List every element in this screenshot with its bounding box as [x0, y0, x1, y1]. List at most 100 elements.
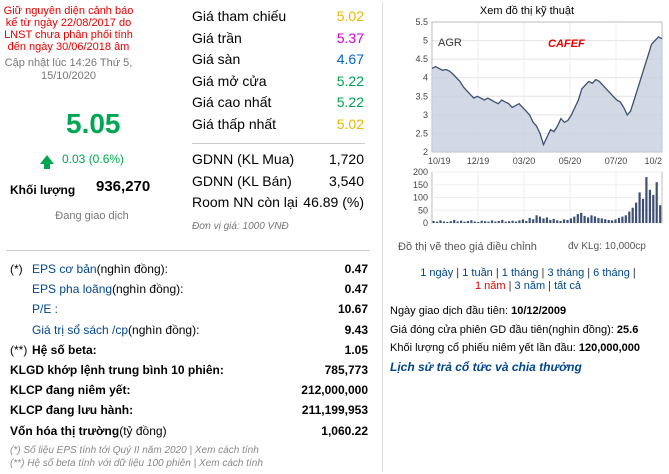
range-option[interactable]: 1 năm — [474, 280, 506, 292]
volume-bar — [446, 222, 449, 223]
fundamental-row: (*) EPS cơ bản (nghìn đồng): 0.47 — [10, 262, 368, 276]
volume-bar — [604, 219, 607, 223]
y-tick-label: 2.5 — [415, 128, 428, 138]
fundamental-value: 9.43 — [344, 322, 368, 337]
price-row: Giá cao nhất 5.22 — [192, 94, 364, 110]
volume-bar — [617, 217, 621, 223]
volume-bar — [501, 219, 504, 223]
price-value: 4.67 — [336, 51, 364, 67]
warning-notice: Giữ nguyên diện cảnh báo kể từ ngày 22/0… — [3, 5, 134, 53]
volume-bar — [518, 220, 521, 223]
fundamental-label: EPS pha loãng — [32, 282, 113, 297]
volume-bar — [463, 221, 466, 223]
footnote-mark: (*) — [10, 262, 23, 276]
price-value: 5.22 — [336, 94, 364, 110]
volume-bar — [456, 221, 459, 223]
range-option[interactable]: tất cả — [554, 280, 582, 292]
fundamental-value: 0.47 — [344, 282, 368, 297]
volume-bar — [453, 219, 456, 223]
footnote-beta[interactable]: (**) Hệ số beta tính với dữ liệu 100 phi… — [10, 458, 263, 469]
price-unit: Đơn vị giá: 1000 VNĐ — [192, 221, 289, 232]
x-tick-label: 10/19 — [428, 156, 451, 166]
volume-bar — [504, 221, 507, 223]
volume-bar — [562, 219, 566, 223]
x-tick-label: 03/20 — [513, 156, 536, 166]
fundamental-row: EPS pha loãng (nghìn đồng): 0.47 — [10, 282, 368, 296]
volume-bar — [528, 217, 531, 223]
volume-bar — [655, 182, 658, 223]
fundamental-row: KLCP đang niêm yết: 212,000,000 — [10, 383, 368, 397]
volume-bar — [466, 221, 469, 223]
volume-bar — [484, 221, 487, 223]
price-label: Giá trần — [192, 29, 242, 46]
price-label: Giá cao nhất — [192, 94, 272, 110]
foreign-value: 3,540 — [328, 172, 364, 189]
info-value: 120,000,000 — [578, 342, 641, 354]
volume-bar — [549, 219, 552, 223]
x-tick-label: 07/20 — [605, 156, 628, 166]
volume-bar — [535, 215, 538, 223]
range-option[interactable]: 6 tháng — [593, 267, 630, 279]
volume-bar — [624, 215, 627, 223]
volume-bar — [645, 177, 648, 223]
fundamental-label: P/E : — [32, 302, 59, 317]
volume-bar — [521, 219, 524, 223]
price-value: 5.02 — [336, 115, 364, 132]
range-option[interactable]: 3 tháng — [547, 267, 585, 279]
y-tick-label: 5.5 — [415, 17, 428, 27]
price-row: Giá trần 5.37 — [192, 30, 364, 46]
volume-bar — [559, 221, 562, 223]
price-label: Giá mở cửa — [192, 72, 267, 89]
fundamental-sub: (nghìn đồng): — [96, 262, 168, 276]
volume-bar — [638, 192, 641, 223]
volume-bar — [460, 220, 463, 223]
volume-bar — [470, 220, 473, 223]
price-value: 5.22 — [336, 72, 364, 89]
y-tick-label: 5 — [423, 36, 428, 46]
price-row: Giá tham chiếu 5.02 — [192, 8, 364, 24]
separator — [192, 143, 365, 144]
volume-bar — [542, 218, 545, 223]
fundamental-value: 211,199,953 — [301, 403, 368, 418]
chart-ticker: AGR — [438, 37, 462, 49]
volume-bar — [556, 220, 559, 223]
updated-time: Cập nhật lúc 14:26 Thứ 5, 15/10/2020 — [4, 57, 133, 82]
volume-bar — [435, 221, 439, 223]
volume-bar — [652, 194, 655, 223]
chart-title-link[interactable]: Xem đồ thị kỹ thuật — [479, 5, 575, 17]
foreign-row: Room NN còn lại 46.89 (%) — [192, 194, 364, 210]
volume-bar — [590, 215, 593, 223]
footnote-eps[interactable]: (*) Số liệu EPS tính tới Quý II năm 2020… — [10, 445, 259, 456]
price-line — [431, 36, 663, 147]
volume-bar — [511, 220, 514, 223]
info-label: Giá đóng cửa phiên GD đầu tiên(nghìn đồn… — [390, 323, 617, 336]
fundamental-value: 0.47 — [344, 262, 368, 276]
dividend-history-link[interactable]: Lịch sử trả cổ tức và chia thưởng — [390, 360, 582, 374]
foreign-value: 1,720 — [328, 151, 364, 167]
price-row: Giá thấp nhất 5.02 — [192, 116, 364, 132]
x-tick-label: 10/2 — [644, 156, 662, 166]
price-change-value: 0.03 (0.6%) — [62, 152, 125, 166]
volume-tick-label: 200 — [413, 167, 428, 177]
range-option[interactable]: 1 ngày — [420, 267, 454, 279]
range-selector: 1 ngày | 1 tuần | 1 tháng | 3 tháng | 6 … — [420, 267, 636, 292]
fundamental-value: 10.67 — [337, 302, 368, 317]
range-option[interactable]: 1 tuần — [462, 267, 493, 279]
chart-note-volume-unit: đv KLg: 10,000cp — [568, 241, 646, 252]
volume-bar — [525, 221, 528, 223]
fundamental-row: KLGD khớp lệnh trung bình 10 phiên: 785,7… — [10, 363, 368, 377]
fundamental-value: 1.05 — [344, 342, 368, 357]
foreign-label: GDNN (KL Bán) — [192, 172, 292, 189]
x-tick-label: 05/20 — [559, 156, 582, 166]
footnotes: (*) Số liệu EPS tính tới Quý II năm 2020… — [10, 444, 263, 470]
foreign-row: GDNN (KL Bán) 3,540 — [192, 173, 364, 189]
listing-info: Giá đóng cửa phiên GD đầu tiên(nghìn đồn… — [390, 324, 638, 336]
volume-bar — [477, 222, 480, 223]
price-label: Giá tham chiếu — [192, 8, 287, 24]
range-option[interactable]: 1 tháng — [501, 267, 539, 279]
technical-chart[interactable]: 5.5 5 4.5 4 3.5 3 2.5 210/19 12/19 03/20 05/20 07/2… — [396, 16, 664, 238]
volume-tick-label: 150 — [413, 180, 428, 190]
price-change: 0.03 (0.6%) — [40, 152, 125, 169]
range-option[interactable]: 3 năm — [514, 280, 546, 292]
foreign-row: GDNN (KL Mua) 1,720 — [192, 151, 364, 167]
